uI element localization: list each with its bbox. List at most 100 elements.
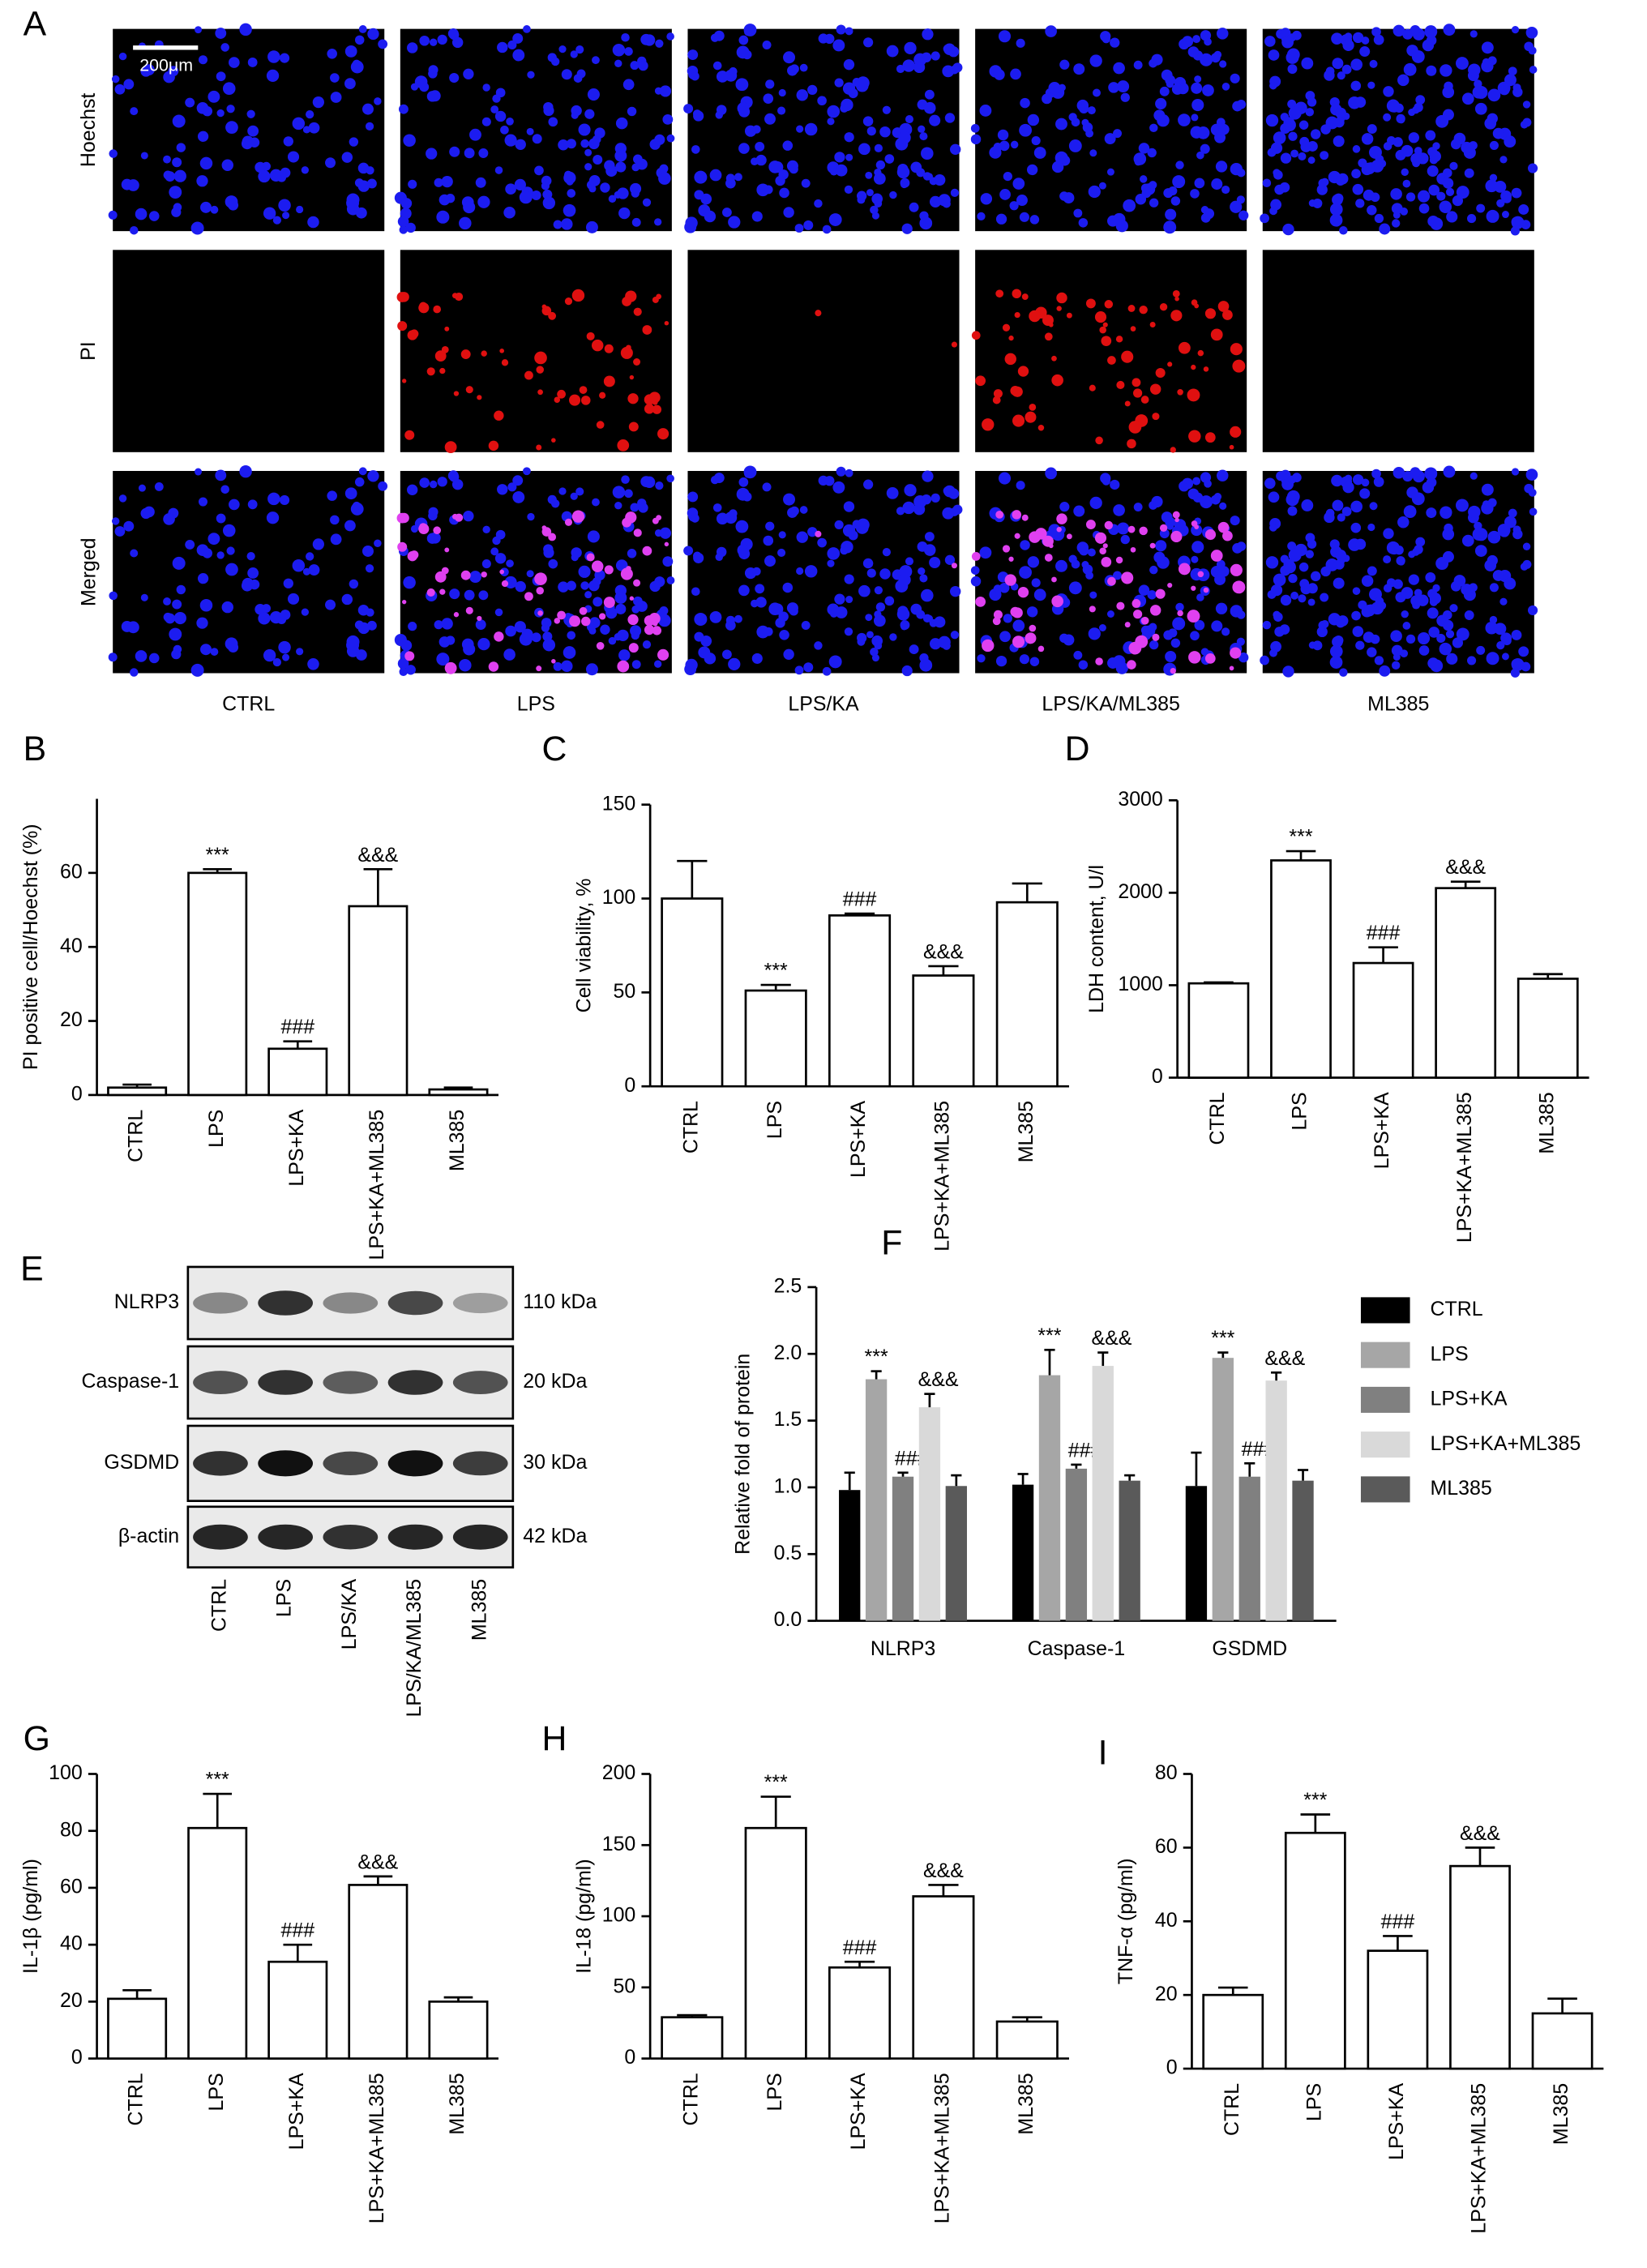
panel-letter: G [24, 1719, 50, 1758]
pi-cell [1104, 520, 1114, 530]
nucleus [845, 596, 853, 604]
x-tick-label: ML385 [1015, 1101, 1037, 1162]
nucleus [980, 193, 993, 205]
pi-cell [460, 349, 471, 359]
nucleus [1045, 467, 1057, 480]
nucleus [358, 467, 367, 476]
nucleus [801, 621, 811, 630]
nucleus [451, 36, 464, 49]
blot-band [452, 1524, 508, 1550]
micrograph [396, 250, 672, 454]
nucleus [1107, 657, 1119, 669]
column-label: LPS/KA [788, 692, 859, 715]
nucleus [1512, 525, 1521, 534]
nucleus [970, 134, 982, 145]
nucleus [111, 75, 120, 83]
nucleus [163, 170, 173, 180]
pi-cell [633, 579, 641, 587]
nucleus [1211, 178, 1223, 190]
pi-cell [488, 440, 499, 451]
nucleus [566, 178, 574, 186]
nucleus [922, 470, 934, 482]
nucleus [1342, 481, 1354, 494]
nucleus [500, 125, 509, 135]
pi-cell [1140, 396, 1149, 404]
row-label: Merged [77, 537, 100, 606]
bar [912, 1895, 975, 2060]
nucleus [312, 96, 324, 109]
nucleus [1073, 208, 1083, 218]
nucleus [1373, 34, 1384, 45]
nucleus [814, 641, 823, 650]
pi-cell [1203, 366, 1209, 372]
nucleus [874, 586, 883, 595]
pi-cell [481, 350, 487, 357]
pi-cell [648, 613, 661, 625]
nucleus [239, 465, 252, 478]
bar [1352, 961, 1414, 1079]
nucleus [346, 193, 360, 207]
nucleus [1155, 540, 1167, 552]
nucleus [870, 205, 879, 215]
nucleus [570, 50, 578, 58]
nucleus [829, 167, 838, 176]
pi-cell [982, 639, 995, 653]
nucleus [127, 621, 139, 634]
nucleus [495, 529, 506, 540]
nucleus [1279, 182, 1290, 193]
nucleus [1467, 214, 1477, 224]
nucleus [571, 105, 582, 117]
nucleus [1402, 622, 1411, 630]
nucleus [709, 169, 722, 182]
nucleus [1284, 122, 1293, 130]
nucleus [929, 114, 941, 126]
y-tick-label: 0 [71, 2046, 83, 2069]
nucleus [108, 210, 118, 220]
nucleus [542, 196, 556, 210]
pi-cell [1194, 303, 1200, 309]
nucleus [176, 143, 186, 152]
nucleus [704, 653, 717, 665]
nucleus [436, 653, 450, 666]
blot-band [323, 1451, 379, 1476]
pi-cell [1116, 380, 1125, 389]
nucleus [447, 470, 459, 481]
nucleus [1410, 574, 1419, 584]
nucleus [325, 157, 336, 169]
nucleus [1414, 545, 1423, 554]
nucleus [822, 225, 832, 234]
significance: &&& [1445, 856, 1486, 879]
nucleus [481, 559, 491, 569]
nucleus [1371, 27, 1381, 37]
pi-cell [399, 512, 409, 524]
panel-letter: A [24, 4, 47, 43]
nucleus [357, 180, 370, 192]
pi-cell [1094, 532, 1107, 544]
nucleus [1367, 81, 1375, 89]
nucleus [563, 203, 576, 217]
size-label: 42 kDa [523, 1525, 587, 1547]
nucleus [1029, 657, 1040, 666]
nucleus [827, 547, 841, 560]
nucleus [1456, 499, 1469, 512]
nucleus [1415, 95, 1426, 105]
bar [918, 1407, 941, 1621]
x-tick-label: LPS+KA [1385, 2083, 1408, 2160]
nucleus [463, 643, 476, 656]
nucleus [1262, 620, 1272, 630]
nucleus [292, 558, 306, 572]
pi-cell [1014, 533, 1020, 539]
blot-band [323, 1292, 379, 1314]
nucleus [216, 551, 225, 559]
nucleus [220, 485, 229, 494]
pi-cell [603, 375, 615, 387]
bar [912, 974, 975, 1088]
nucleus [1232, 542, 1243, 554]
nucleus [210, 205, 219, 214]
pi-cell [1066, 533, 1072, 540]
nucleus [1192, 35, 1201, 44]
pi-cell [1127, 439, 1136, 449]
nucleus [1436, 633, 1446, 644]
micrograph [687, 250, 960, 452]
nucleus [287, 151, 300, 163]
